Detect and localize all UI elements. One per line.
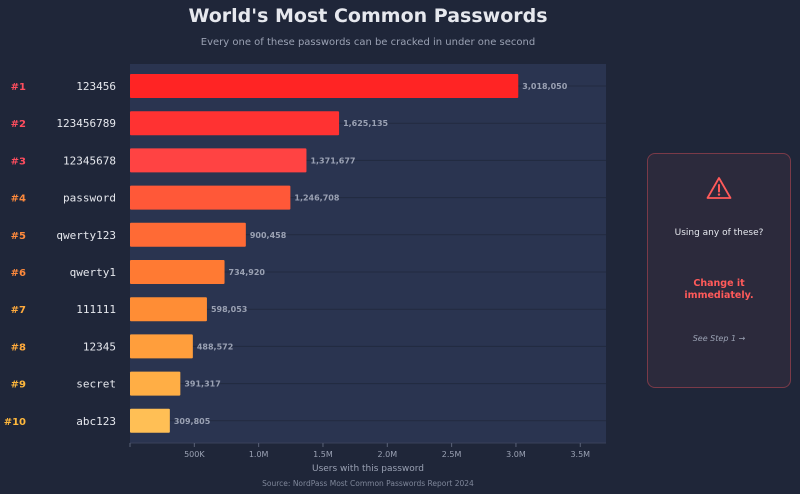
bar-value-label: 1,625,135 bbox=[343, 119, 388, 128]
x-tick-label: 3.0M bbox=[506, 450, 526, 459]
bar-qwerty1 bbox=[130, 260, 225, 284]
rank-label: #4 bbox=[11, 194, 26, 205]
chart-title: World's Most Common Passwords bbox=[188, 5, 547, 27]
bar-value-label: 900,458 bbox=[250, 231, 287, 240]
x-tick-label: 2.0M bbox=[377, 450, 397, 459]
bar-12345 bbox=[130, 334, 193, 359]
x-tick-label: 3.5M bbox=[570, 450, 590, 459]
bar-12345678 bbox=[130, 148, 307, 173]
warning-callout-card: Using any of these? Change it immediatel… bbox=[647, 153, 791, 388]
rank-label: #8 bbox=[11, 342, 26, 353]
password-label: 12345 bbox=[83, 340, 116, 353]
rank-label: #3 bbox=[11, 156, 26, 167]
bar-value-label: 391,317 bbox=[184, 380, 220, 389]
rank-label: #7 bbox=[11, 305, 26, 316]
password-label: qwerty1 bbox=[70, 266, 116, 279]
password-label: 12345678 bbox=[63, 154, 116, 167]
bar-abc123 bbox=[130, 408, 170, 433]
x-tick-label: 2.5M bbox=[442, 450, 462, 459]
x-axis-label: Users with this password bbox=[312, 464, 424, 474]
chart-subtitle: Every one of these passwords can be crac… bbox=[201, 37, 535, 48]
rank-label: #6 bbox=[11, 268, 26, 279]
password-label: secret bbox=[76, 378, 116, 391]
bar-123456 bbox=[130, 74, 519, 98]
password-label: 123456 bbox=[76, 80, 116, 93]
callout-warning-text: Change it immediately. bbox=[684, 278, 754, 301]
rank-label: #2 bbox=[11, 119, 26, 130]
bar-password bbox=[130, 185, 291, 210]
password-label: password bbox=[63, 192, 116, 205]
password-label: 123456789 bbox=[56, 117, 116, 130]
bar-value-label: 1,371,677 bbox=[310, 156, 355, 165]
x-tick-label: 1.0M bbox=[249, 450, 269, 459]
password-label: abc123 bbox=[76, 415, 116, 428]
bar-123456789 bbox=[130, 111, 340, 136]
bar-value-label: 598,053 bbox=[211, 305, 247, 314]
bar-value-label: 488,572 bbox=[197, 342, 233, 351]
x-axis: 500K 1.0M 1.5M 2.0M 2.5M 3.0M 3.5M bbox=[129, 442, 606, 459]
bar-value-label: 3,018,050 bbox=[522, 82, 567, 91]
rank-label: #10 bbox=[4, 417, 26, 428]
x-tick-label: 500K bbox=[184, 450, 205, 459]
bars: 3,018,050 1,625,135 1,371,677 1,246,708 900,… bbox=[130, 74, 568, 433]
warning-icon bbox=[648, 176, 790, 200]
password-label: 111111 bbox=[76, 303, 116, 316]
source-note: Source: NordPass Most Common Passwords R… bbox=[262, 479, 474, 488]
x-tick-label: 1.5M bbox=[313, 450, 333, 459]
bar-secret bbox=[130, 371, 181, 396]
callout-question: Using any of these? bbox=[674, 228, 764, 238]
bar-value-label: 1,246,708 bbox=[294, 194, 339, 203]
rank-label: #9 bbox=[11, 380, 26, 391]
rank-label: #1 bbox=[11, 82, 26, 93]
rank-label: #5 bbox=[11, 231, 26, 242]
bar-value-label: 734,920 bbox=[229, 268, 266, 277]
bar-111111 bbox=[130, 297, 207, 322]
bar-qwerty123 bbox=[130, 222, 246, 247]
password-label: qwerty123 bbox=[56, 229, 116, 242]
see-step-link[interactable]: See Step 1 → bbox=[692, 334, 746, 343]
bar-value-label: 309,805 bbox=[174, 417, 211, 426]
row-labels: #1 123456 #2 123456789 #3 12345678 #4 password #… bbox=[4, 80, 116, 428]
